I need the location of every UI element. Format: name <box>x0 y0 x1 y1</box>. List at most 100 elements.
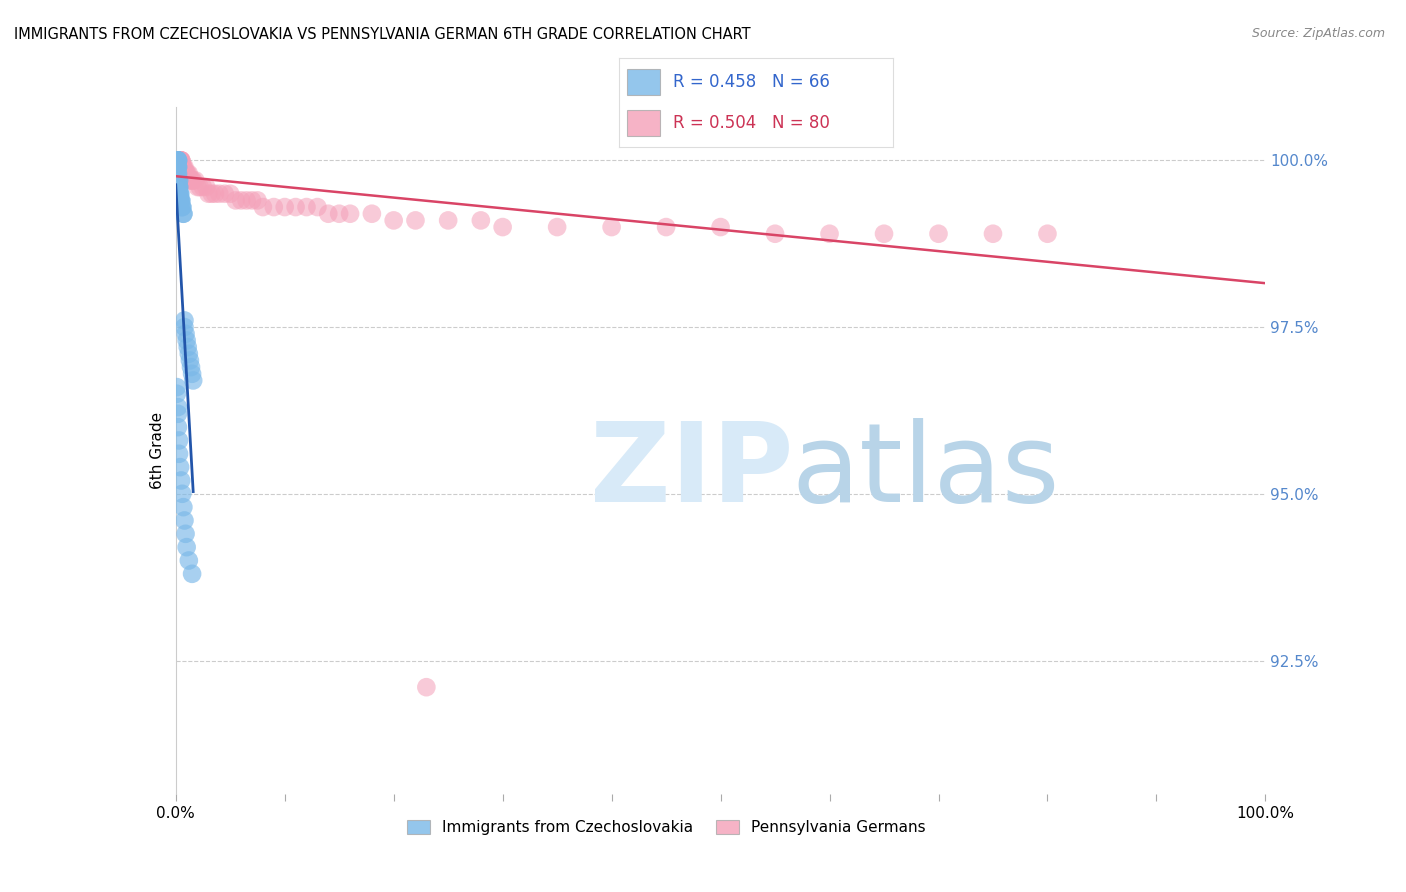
Point <box>167 153 190 168</box>
Point <box>176 167 198 181</box>
FancyBboxPatch shape <box>627 69 659 95</box>
Point <box>181 566 204 581</box>
Point <box>167 167 190 181</box>
Point <box>818 227 841 241</box>
Point <box>167 180 190 194</box>
Point <box>177 340 200 354</box>
Point <box>710 220 733 235</box>
Text: R = 0.458   N = 66: R = 0.458 N = 66 <box>673 73 831 91</box>
Point <box>170 153 193 168</box>
Point <box>166 153 188 168</box>
Point <box>167 434 190 448</box>
Point <box>252 200 274 214</box>
Point <box>180 173 202 187</box>
Point <box>263 200 285 214</box>
Point <box>295 200 318 214</box>
Point <box>173 513 195 527</box>
Point <box>195 180 218 194</box>
Point <box>169 460 191 475</box>
Point <box>600 220 623 235</box>
Point <box>167 153 190 168</box>
Point <box>166 153 188 168</box>
Point <box>873 227 896 241</box>
Point <box>169 194 191 208</box>
Point <box>197 186 219 201</box>
Point <box>360 207 382 221</box>
Point <box>166 386 188 401</box>
Point <box>492 220 515 235</box>
Point <box>167 400 190 414</box>
Text: IMMIGRANTS FROM CZECHOSLOVAKIA VS PENNSYLVANIA GERMAN 6TH GRADE CORRELATION CHAR: IMMIGRANTS FROM CZECHOSLOVAKIA VS PENNSY… <box>14 27 751 42</box>
Point <box>172 207 194 221</box>
Point <box>166 153 188 168</box>
Point <box>181 173 204 187</box>
Point <box>981 227 1004 241</box>
Point <box>169 153 191 168</box>
Point <box>166 153 188 168</box>
Point <box>284 200 307 214</box>
Point <box>219 186 242 201</box>
Point <box>382 213 405 227</box>
Point <box>170 153 193 168</box>
Point <box>167 407 190 421</box>
Point <box>655 220 678 235</box>
Point <box>166 153 188 168</box>
Point <box>173 320 195 334</box>
Point <box>318 207 340 221</box>
Point <box>167 186 190 201</box>
Point <box>174 526 197 541</box>
Point <box>167 180 190 194</box>
Point <box>174 326 197 341</box>
Point <box>170 194 193 208</box>
Point <box>208 186 231 201</box>
Point <box>167 167 190 181</box>
Point <box>167 173 190 187</box>
Point <box>172 160 194 174</box>
Point <box>166 153 188 168</box>
FancyBboxPatch shape <box>627 110 659 136</box>
Point <box>240 194 263 208</box>
Point <box>170 153 193 168</box>
Point <box>415 680 437 694</box>
Point <box>184 173 207 187</box>
Point <box>169 186 191 201</box>
Point <box>166 153 188 168</box>
Point <box>191 180 214 194</box>
Point <box>186 180 209 194</box>
Point <box>167 153 190 168</box>
Point <box>167 173 190 187</box>
Point <box>166 153 188 168</box>
Point <box>167 153 190 168</box>
Point <box>214 186 236 201</box>
Point <box>167 153 190 168</box>
Point <box>176 540 198 554</box>
Point <box>177 167 200 181</box>
Point <box>170 194 193 208</box>
Point <box>169 186 191 201</box>
Text: R = 0.504   N = 80: R = 0.504 N = 80 <box>673 114 831 132</box>
Point <box>181 374 204 388</box>
Point <box>167 186 190 201</box>
Point <box>167 173 190 187</box>
Text: ZIP: ZIP <box>591 417 793 524</box>
Point <box>181 367 204 381</box>
Point <box>167 420 190 434</box>
Point <box>167 153 190 168</box>
Point <box>170 474 193 488</box>
Point <box>470 213 492 227</box>
Point <box>167 153 190 168</box>
Point <box>177 167 200 181</box>
Point <box>181 173 204 187</box>
Point <box>231 194 253 208</box>
Point <box>167 153 190 168</box>
Point <box>328 207 350 221</box>
Point <box>167 153 190 168</box>
Point <box>188 180 211 194</box>
Point <box>167 153 190 168</box>
Point <box>307 200 329 214</box>
Point <box>166 153 188 168</box>
Point <box>172 207 194 221</box>
Point <box>172 200 194 214</box>
Point <box>167 160 190 174</box>
Point <box>166 153 188 168</box>
